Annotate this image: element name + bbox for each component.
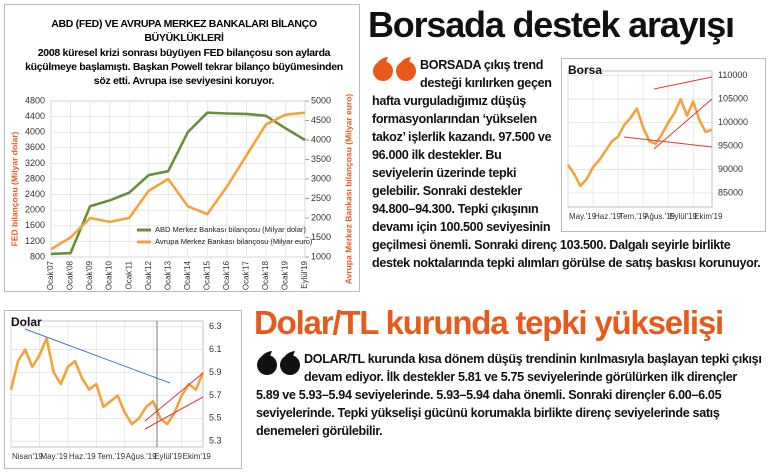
y-tick-label: 90000 <box>718 164 743 174</box>
x-tick-label: Tem.'19 <box>619 212 647 221</box>
quote-icon <box>257 351 300 375</box>
x-tick-label: Ocak'13 <box>163 260 172 290</box>
chart-title: Borsa <box>568 63 602 77</box>
legend-label: ABD Merkez Bankası bilançosu (Milyar dol… <box>155 225 306 234</box>
trend-line <box>623 136 713 148</box>
y2-axis-label: Avrupa Merkez Bankası bilançosu (Milyar … <box>343 94 353 285</box>
chart: 800 1200 1600 2000 2400 2800 3200 3600 4000 4400 4… <box>9 94 353 291</box>
y2-tick-label: 5000 <box>311 95 331 105</box>
x-tick-label: Ocak'18 <box>261 260 270 290</box>
x-tick-label: Nisan'19 <box>12 452 43 461</box>
y2-tick-label: 4500 <box>311 115 331 125</box>
x-tick-label: Eylül'19 <box>154 452 182 461</box>
y2-tick-label: 1000 <box>311 251 331 261</box>
x-tick-label: Eylül'19 <box>669 212 697 221</box>
chart-subtitle: 2008 küresel krizi sonrası büyüyen FED b… <box>25 47 343 87</box>
data-line <box>566 97 713 188</box>
y-tick-label: 800 <box>30 251 45 261</box>
x-tick-label: Ekim'19 <box>694 212 723 221</box>
trend-line <box>653 98 713 150</box>
y-tick-label: 105000 <box>718 94 748 104</box>
plot-area <box>10 320 204 448</box>
x-tick-label: Ocak'11 <box>124 260 133 289</box>
chart-heading: ABD (FED) VE AVRUPA MERKEZ BANKALARI BİL… <box>19 17 349 88</box>
x-tick-label: Ocak'07 <box>46 260 55 290</box>
y-tick-label: 5.5 <box>209 413 222 423</box>
article-text: DOLAR/TL kurunda kısa dönem düşüş trendi… <box>256 352 762 438</box>
quote-icon <box>373 57 416 81</box>
y-tick-label: 4400 <box>25 111 45 121</box>
x-tick-label: Ocak'14 <box>183 260 192 290</box>
x-tick-label: Tem.'19 <box>97 452 125 461</box>
x-tick-label: Haz.'19 <box>69 452 96 461</box>
y-tick-label: 2800 <box>25 173 45 183</box>
y-tick-label: 2400 <box>25 189 45 199</box>
y-tick-label: 5.7 <box>209 390 222 400</box>
trend-line <box>653 76 713 90</box>
y-tick-label: 6.1 <box>209 344 222 354</box>
legend-label: Avrupa Merkez Bankası bilançosu (Milyar … <box>155 237 313 246</box>
x-tick-label: Ocak'16 <box>222 260 231 290</box>
x-tick-label: Eylül'19 <box>300 260 309 288</box>
x-tick-label: Ağus.'19 <box>126 452 157 461</box>
y-axis-label: FED bilançosu (Milyar dolar) <box>9 131 19 246</box>
x-tick-label: May.'19 <box>569 212 597 221</box>
y-tick-label: 2000 <box>25 205 45 215</box>
y2-tick-label: 2500 <box>311 193 331 203</box>
x-tick-label: Ocak'17 <box>241 260 250 290</box>
fed-chart-box: 800 1200 1600 2000 2400 2800 3200 3600 4000 4400 4… <box>4 4 360 292</box>
y2-tick-label: 3000 <box>311 173 331 183</box>
data-line <box>50 111 306 251</box>
y-tick-label: 1600 <box>25 220 45 230</box>
x-tick-label: Ocak'15 <box>202 260 211 290</box>
trend-line <box>144 372 204 422</box>
y-tick-label: 5.3 <box>209 436 222 446</box>
y-tick-label: 3600 <box>25 142 45 152</box>
y-tick-label: 1200 <box>25 236 45 246</box>
y-tick-label: 110000 <box>718 70 747 80</box>
y-tick-label: 4000 <box>25 127 45 137</box>
y-tick-label: 4800 <box>25 95 45 105</box>
dolar-chart-box: 5.3 5.5 5.7 5.9 6.1 6.3 Nisan'19 May.'19 Haz.'19… <box>4 310 242 469</box>
y-tick-label: 6.3 <box>209 321 222 331</box>
y-tick-label: 3200 <box>25 158 45 168</box>
y-tick-label: 100000 <box>718 117 748 127</box>
data-line <box>50 111 306 256</box>
y2-tick-label: 3500 <box>311 154 331 164</box>
y2-tick-label: 2000 <box>311 212 331 222</box>
x-tick-label: Ocak'09 <box>85 260 94 290</box>
borsa-chart-box: 85000 90000 95000 100000 105000 110000 May.'19… <box>561 58 766 232</box>
x-tick-label: Ağus.'19 <box>644 212 675 221</box>
article-body: DOLAR/TL kurunda kısa dönem düşüş trendi… <box>256 350 762 440</box>
trend-line <box>144 396 204 430</box>
chart-title: Dolar <box>11 315 42 329</box>
x-tick-label: Ocak'10 <box>105 260 114 290</box>
y-tick-label: 5.9 <box>209 367 222 377</box>
data-line <box>9 336 205 426</box>
trend-line <box>24 328 171 384</box>
x-tick-label: Ocak'19 <box>281 260 290 290</box>
article-body: BORSADA çıkış trend desteği kırılırken g… <box>372 56 764 272</box>
x-tick-label: Ocak'08 <box>66 260 75 290</box>
chart-space <box>564 56 764 234</box>
y2-tick-label: 1500 <box>311 232 331 242</box>
x-tick-label: May.'19 <box>40 452 68 461</box>
y-tick-label: 85000 <box>718 187 743 197</box>
y2-tick-label: 4000 <box>311 134 331 144</box>
x-tick-label: Ocak'12 <box>144 260 153 290</box>
x-tick-label: Haz.'19 <box>594 212 621 221</box>
article-text: BORSADA çıkış trend desteği kırılırken g… <box>372 58 761 270</box>
x-tick-label: Ekim'19 <box>183 452 212 461</box>
headline: Borsada destek arayışı <box>368 4 735 45</box>
chart-title: ABD (FED) VE AVRUPA MERKEZ BANKALARI BİL… <box>51 18 317 44</box>
headline: Dolar/TL kurunda tepki yükselişi <box>254 304 724 341</box>
y-tick-label: 95000 <box>718 140 743 150</box>
chart: 85000 90000 95000 100000 105000 110000 May.'19… <box>566 63 748 221</box>
